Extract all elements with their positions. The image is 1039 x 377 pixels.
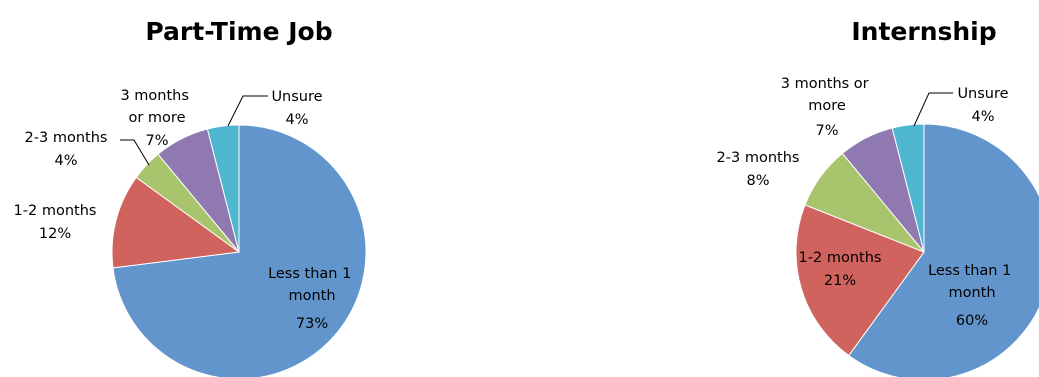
chart-title-part-time-job: Part-Time Job xyxy=(145,17,332,46)
svg-text:Less than 1 month: Less than 1 month xyxy=(268,266,356,304)
pie-slice-unsure xyxy=(206,124,240,253)
slice-pct-unsure: 4% xyxy=(285,112,308,128)
slice-label-less-than-1-month: Less than 1 month 60% xyxy=(928,263,1016,329)
pie-slice-less-than-1-month xyxy=(848,123,1039,377)
slice-pct-3-months-or-more: 7% xyxy=(145,133,168,149)
slice-label-1-2-months: 1-2 months 21% xyxy=(799,250,882,289)
pie-slice-unsure xyxy=(891,123,925,253)
slice-pct-1-2-months: 12% xyxy=(39,226,71,242)
slice-name-unsure: Unsure xyxy=(271,89,322,105)
leader-line-2-3-months xyxy=(120,139,150,166)
slice-label-text: month xyxy=(288,288,335,304)
slice-name-2-3-months: 2-3 months xyxy=(717,150,800,166)
pie-part-time-job xyxy=(111,124,367,377)
svg-text:3 months or more: 3 months or more xyxy=(120,88,193,126)
svg-text:3 months or more: 3 months or more xyxy=(781,76,874,114)
svg-text:Less than 1 month: Less than 1 month xyxy=(928,263,1016,301)
slice-label-text: month xyxy=(948,285,995,301)
pie-slice-1-2-months xyxy=(111,176,241,269)
slice-pct-2-3-months: 8% xyxy=(746,173,769,189)
slice-label-text: 3 months or xyxy=(781,76,869,92)
slice-label-1-2-months: 1-2 months 12% xyxy=(14,203,97,242)
chart-internship: Internship Less than 1 month 60% 1-2 mon… xyxy=(717,17,1039,377)
slice-name-1-2-months: 1-2 months xyxy=(799,250,882,266)
slice-pct-2-3-months: 4% xyxy=(54,153,77,169)
slice-pct-less-than-1-month: 60% xyxy=(956,313,988,329)
slice-label-unsure: Unsure 4% xyxy=(227,89,323,128)
chart-title-internship: Internship xyxy=(851,17,996,46)
slice-label-3-months-or-more: 3 months or more 7% xyxy=(781,76,874,139)
slice-label-3-months-or-more: 3 months or more 7% xyxy=(120,88,193,149)
slice-pct-3-months-or-more: 7% xyxy=(815,123,838,139)
chart-part-time-job: Part-Time Job Less than 1 month 73% 1-2 … xyxy=(14,17,367,377)
slice-label-text: 3 months xyxy=(120,88,188,104)
slice-pct-less-than-1-month: 73% xyxy=(296,316,328,332)
slice-label-2-3-months: 2-3 months 4% xyxy=(25,130,150,169)
slice-name-unsure: Unsure xyxy=(957,86,1008,102)
slice-name-1-2-months: 1-2 months xyxy=(14,203,97,219)
slice-label-text: Less than 1 xyxy=(928,263,1011,279)
slice-label-text: or more xyxy=(128,110,185,126)
slice-pct-1-2-months: 21% xyxy=(824,273,856,289)
slice-pct-unsure: 4% xyxy=(971,109,994,125)
slice-label-unsure: Unsure 4% xyxy=(913,86,1009,127)
slice-name-2-3-months: 2-3 months xyxy=(25,130,108,146)
slice-label-text: more xyxy=(808,98,846,114)
pie-slice-1-2-months xyxy=(795,204,925,357)
slice-label-less-than-1-month: Less than 1 month 73% xyxy=(268,266,356,332)
leader-line-unsure xyxy=(913,92,953,127)
slice-label-2-3-months: 2-3 months 8% xyxy=(717,150,800,189)
slice-label-text: Less than 1 xyxy=(268,266,351,282)
leader-line-unsure xyxy=(227,95,268,127)
pie-internship xyxy=(795,123,1039,377)
